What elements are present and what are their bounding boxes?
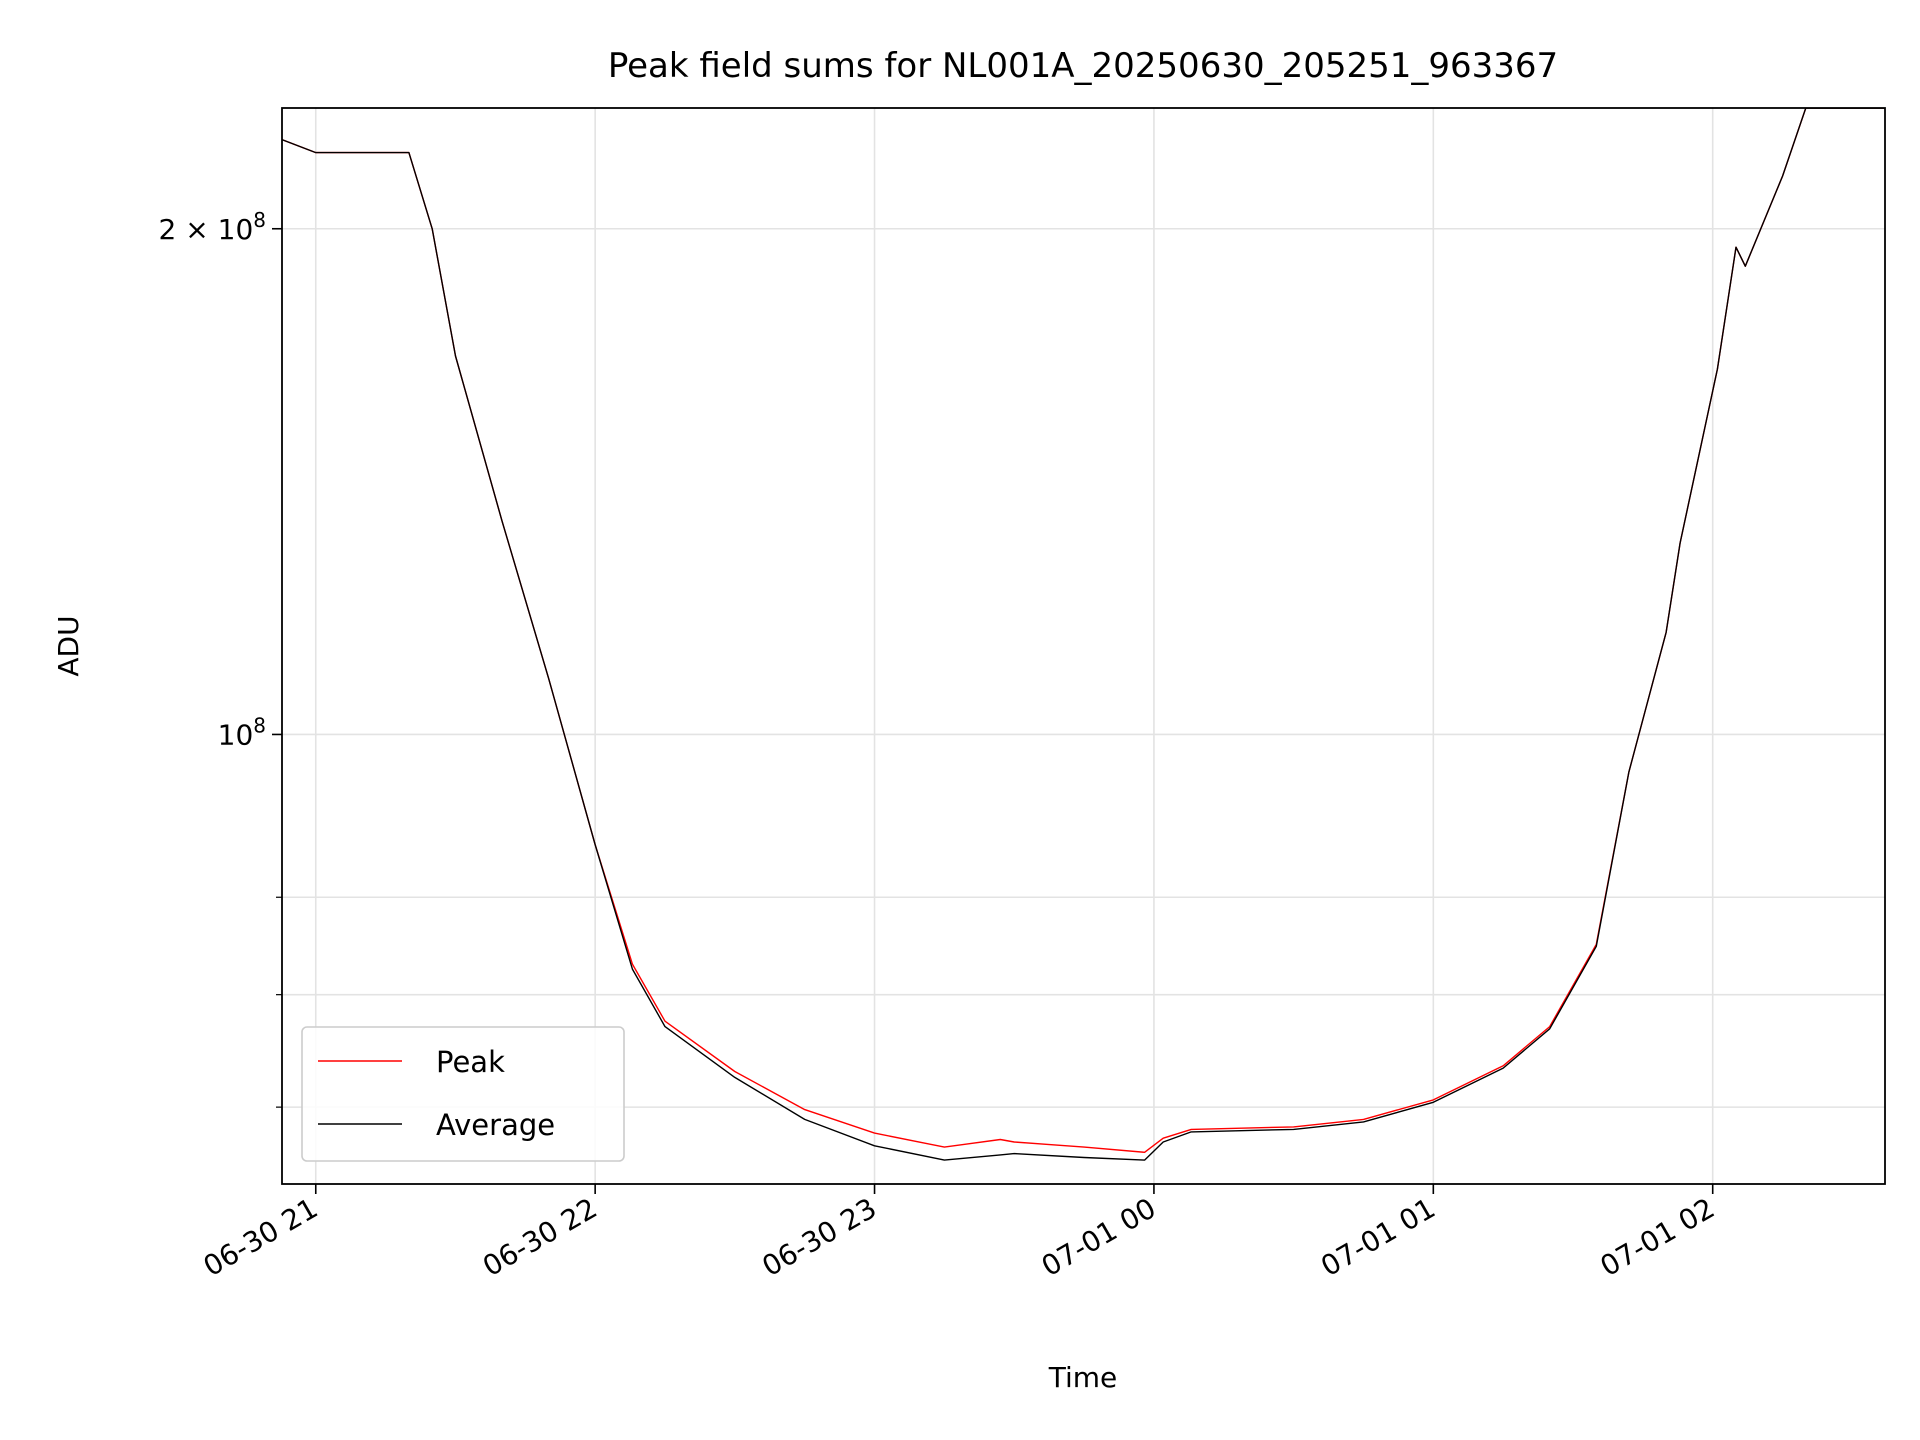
legend-label-average: Average	[436, 1108, 555, 1142]
legend-label-peak: Peak	[436, 1045, 505, 1079]
series-line-average	[282, 108, 1885, 1161]
y-tick-label: 2 × 108	[159, 208, 266, 246]
y-axis-label: ADU	[52, 615, 85, 676]
plot-area-frame	[281, 107, 1886, 1185]
series-layer	[282, 108, 1885, 1161]
legend: Peak Average	[301, 1026, 625, 1162]
chart-title: Peak field sums for NL001A_20250630_2052…	[608, 46, 1558, 86]
y-tick-label: 108	[218, 713, 266, 751]
x-axis-label: Time	[1048, 1361, 1118, 1394]
